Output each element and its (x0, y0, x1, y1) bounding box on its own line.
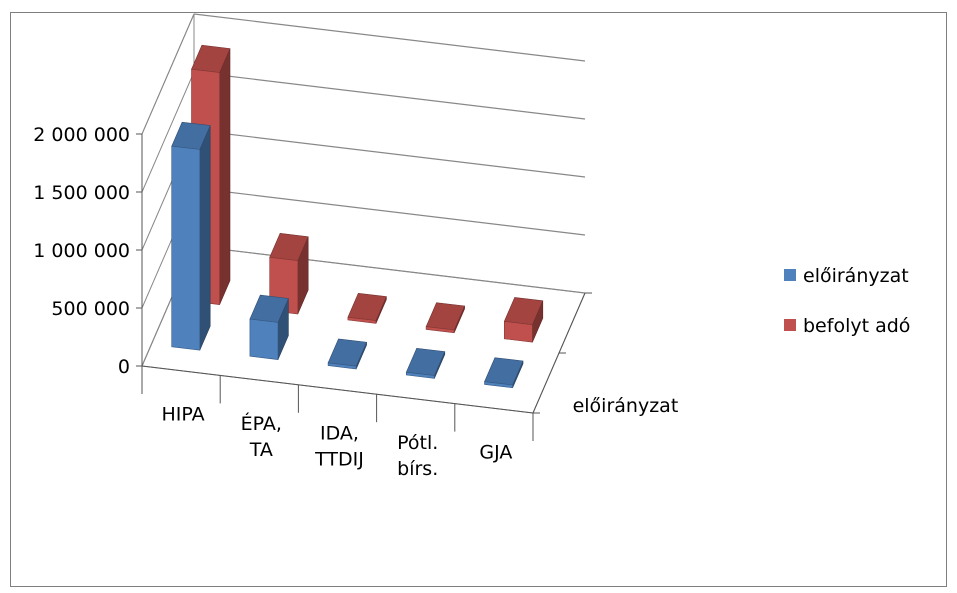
bar (484, 357, 524, 389)
category-label: Pótl. (397, 432, 438, 454)
bar (347, 292, 387, 324)
category-label: HIPA (162, 404, 205, 426)
bar-front-face (425, 326, 455, 334)
bar (425, 302, 466, 334)
legend-label: előirányzat (803, 265, 909, 287)
gridline (193, 71, 586, 120)
legend: előirányzat befolyt adó (784, 265, 910, 337)
bar (405, 347, 446, 379)
y-tick-label: 0 (118, 356, 130, 378)
bar-front-face (327, 362, 357, 370)
legend-swatch (784, 319, 796, 331)
category-label: ÉPA, (241, 412, 282, 435)
bar-side-face (219, 48, 231, 305)
category-label: bírs. (397, 458, 438, 480)
bar-top-face (347, 292, 387, 321)
bars (171, 44, 544, 389)
x-axis-line (141, 365, 534, 414)
y-tick-label: 2 000 000 (33, 124, 130, 146)
gridline (193, 13, 586, 62)
category-label: TTDIJ (314, 449, 364, 471)
bar-top-face (484, 357, 524, 386)
gridlines (141, 13, 586, 367)
category-label: TA (249, 439, 273, 461)
depth-axis-label-group: előirányzat (573, 395, 679, 417)
bar-front-face (484, 381, 513, 389)
category-label: GJA (479, 441, 512, 463)
bar (327, 338, 368, 370)
y-tick-label: 1 500 000 (33, 182, 130, 204)
y-tick-label: 500 000 (51, 298, 130, 320)
gridline (193, 245, 586, 294)
legend-swatch (784, 269, 796, 281)
chart-svg: 2 000 000 1 500 000 1 000 000 500 000 0 HIPA… (33, 13, 910, 480)
category-label: IDA, (320, 423, 359, 445)
bar-front-face (405, 371, 435, 379)
bar (171, 121, 211, 351)
axes (136, 133, 592, 441)
gridline (193, 129, 586, 178)
category-labels: HIPA ÉPA, TA IDA, TTDIJ Pótl. bírs. GJA (162, 404, 513, 480)
bar-front-face (171, 145, 201, 351)
gridline-side (141, 13, 195, 135)
bar-top-face (425, 302, 466, 331)
bar-front-face (347, 316, 377, 324)
y-tick-label: 1 000 000 (33, 240, 130, 262)
depth-axis-label: előirányzat (573, 395, 679, 417)
bar-side-face (199, 125, 211, 351)
legend-label: befolyt adó (803, 315, 910, 337)
y-tick-labels: 2 000 000 1 500 000 1 000 000 500 000 0 (33, 124, 130, 378)
bar-front-face (503, 321, 533, 343)
gridline-side (141, 71, 195, 193)
bar-front-face (249, 318, 279, 360)
gridline (193, 187, 586, 236)
bar (503, 297, 544, 343)
bar-top-face (327, 338, 368, 367)
bar (249, 294, 289, 360)
chart-frame: 2 000 000 1 500 000 1 000 000 500 000 0 HIPA… (10, 12, 947, 587)
bar-top-face (405, 347, 446, 376)
